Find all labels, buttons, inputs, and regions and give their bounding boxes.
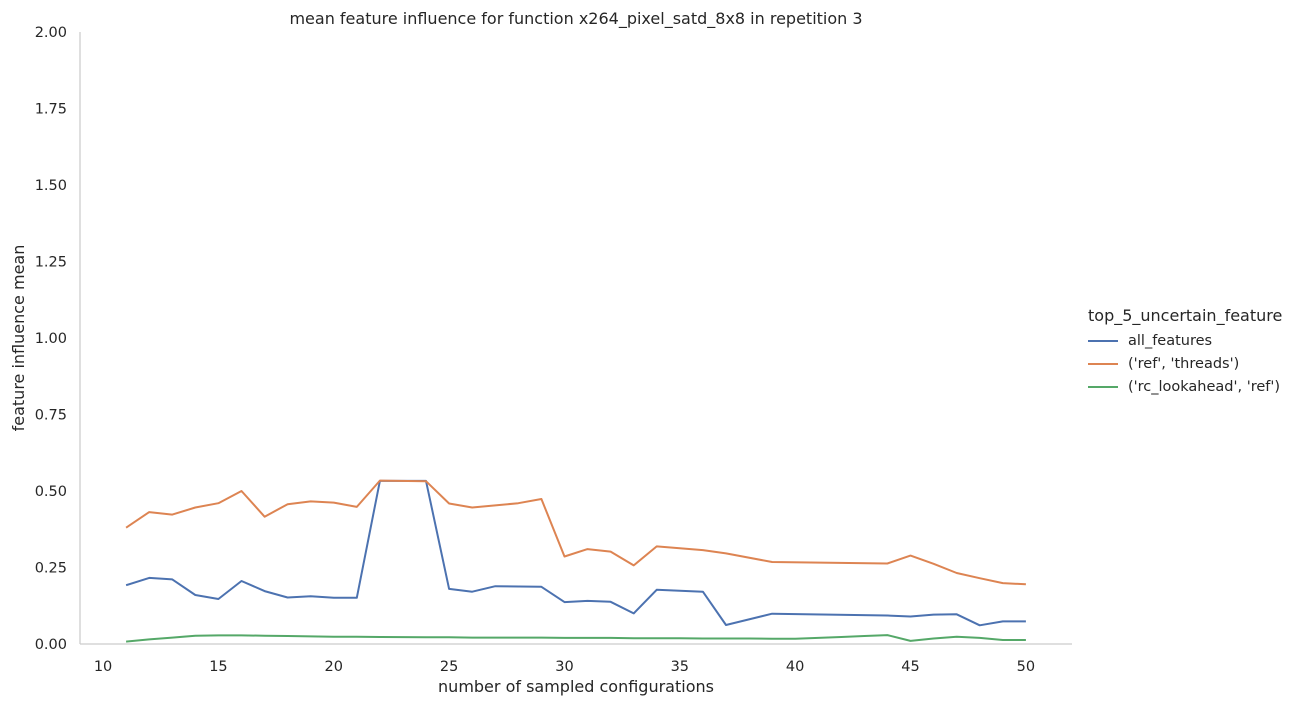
axes: 10 15 20 25 30 35 40 45 50 0.00 0.25 0.50 0.75 1.00 1.…	[35, 25, 1072, 675]
y-tick-label: 0.25	[35, 561, 67, 577]
legend-swatch	[1088, 339, 1118, 342]
y-tick-label: 1.50	[35, 178, 67, 194]
y-tick-label: 1.25	[35, 255, 67, 271]
series-lines	[125, 479, 1026, 643]
x-tick-label: 45	[901, 659, 919, 675]
legend-label: ('ref', 'threads')	[1128, 355, 1240, 372]
legend-label: all_features	[1128, 332, 1213, 349]
legend-swatch	[1088, 385, 1118, 388]
x-tick-label: 25	[440, 659, 458, 675]
legend-label: ('rc_lookahead', 'ref')	[1128, 378, 1281, 395]
legend: top_5_uncertain_feature all_features ('re…	[1088, 306, 1282, 398]
y-axis-label: feature influence mean	[9, 245, 28, 432]
legend-item: all_features	[1088, 329, 1282, 352]
y-tick-label: 1.00	[35, 331, 67, 347]
legend-item: ('ref', 'threads')	[1088, 352, 1282, 375]
y-tick-label: 0.00	[35, 637, 67, 653]
x-tick-label: 40	[786, 659, 804, 675]
series-line-1	[125, 479, 1026, 586]
x-tick-label: 15	[209, 659, 227, 675]
legend-item: ('rc_lookahead', 'ref')	[1088, 375, 1282, 398]
x-tick-label: 30	[555, 659, 573, 675]
legend-title: top_5_uncertain_feature	[1088, 306, 1283, 325]
y-tick-label: 0.75	[35, 408, 67, 424]
x-tick-label: 35	[671, 659, 689, 675]
y-tick-label: 0.50	[35, 484, 67, 500]
x-tick-label: 10	[94, 659, 112, 675]
series-line-2	[126, 634, 1026, 643]
y-tick-label: 1.75	[35, 102, 67, 118]
chart-title: mean feature influence for function x264…	[289, 9, 862, 29]
x-tick-label: 20	[325, 659, 343, 675]
legend-items: all_features ('ref', 'threads') ('rc_looka…	[1088, 329, 1282, 398]
x-tick-label: 50	[1017, 659, 1035, 675]
y-tick-label: 2.00	[35, 25, 67, 41]
series-line-0	[125, 479, 1026, 627]
x-axis-label: number of sampled configurations	[438, 677, 714, 696]
legend-swatch	[1088, 362, 1118, 365]
